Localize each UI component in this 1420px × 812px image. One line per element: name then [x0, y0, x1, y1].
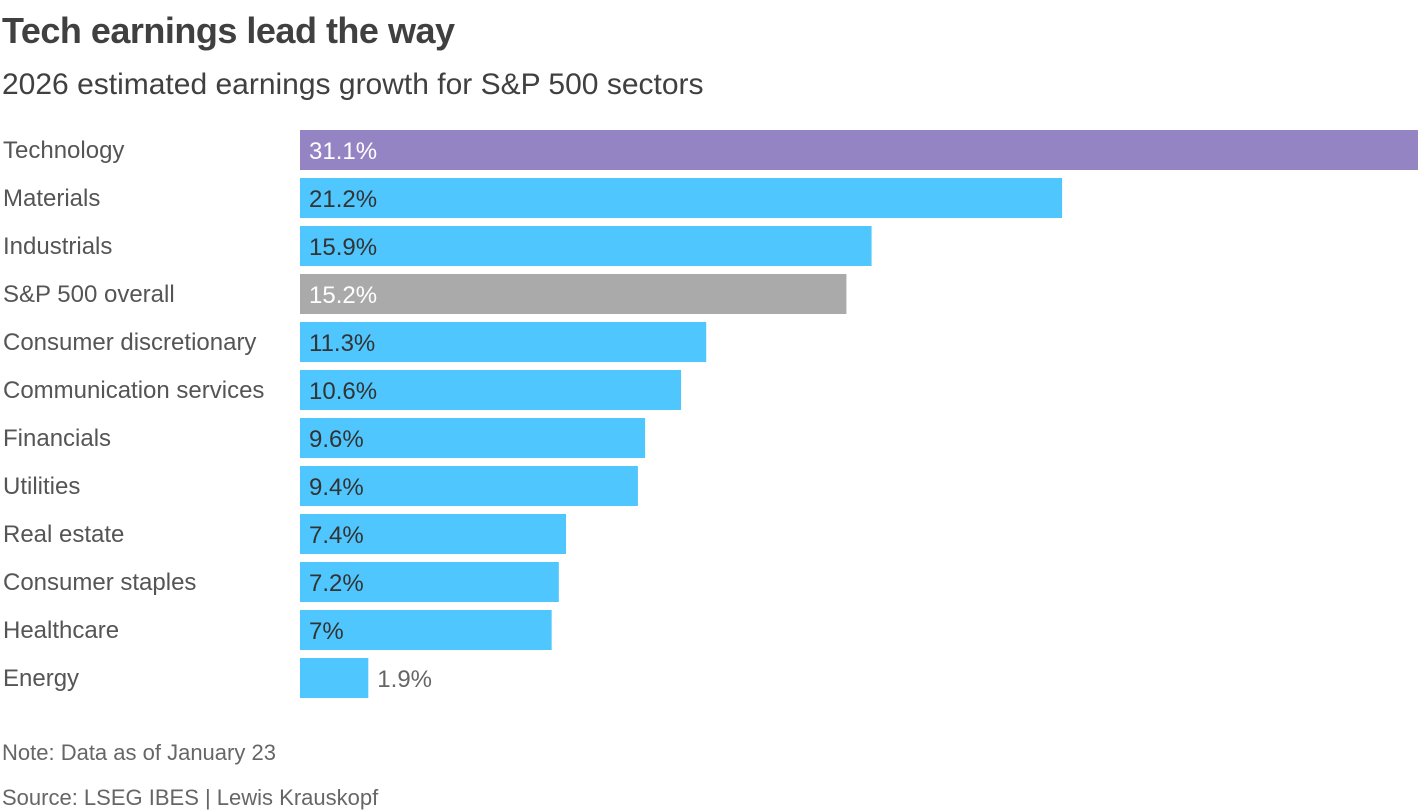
- bar: [300, 226, 872, 266]
- bar: [300, 370, 682, 410]
- bar: [300, 418, 646, 458]
- category-label: Consumer staples: [3, 569, 196, 596]
- value-label: 7.2%: [309, 570, 364, 597]
- value-label: 9.6%: [309, 426, 364, 453]
- category-label: Financials: [3, 425, 111, 452]
- category-label: Energy: [3, 665, 79, 692]
- category-label: Technology: [3, 137, 124, 164]
- category-label: Materials: [3, 185, 100, 212]
- chart-subtitle: 2026 estimated earnings growth for S&P 5…: [2, 68, 704, 101]
- category-label: Industrials: [3, 233, 112, 260]
- value-label: 15.9%: [309, 234, 377, 261]
- value-label: 7.4%: [309, 522, 364, 549]
- category-label: Communication services: [3, 377, 264, 404]
- bar: [300, 514, 567, 554]
- category-label: Real estate: [3, 521, 124, 548]
- bar: [300, 658, 369, 698]
- category-label: Consumer discretionary: [3, 329, 256, 356]
- chart-title: Tech earnings lead the way: [2, 10, 455, 51]
- chart-note: Note: Data as of January 23: [2, 740, 276, 765]
- chart-source: Source: LSEG IBES | Lewis Krauskopf: [2, 785, 379, 810]
- category-label: S&P 500 overall: [3, 281, 175, 308]
- bar: [300, 562, 559, 602]
- bar: [300, 610, 552, 650]
- bar: [300, 130, 1418, 170]
- value-label: 7%: [309, 618, 344, 645]
- value-label: 10.6%: [309, 378, 377, 405]
- bar: [300, 178, 1063, 218]
- bar: [300, 322, 707, 362]
- value-label: 11.3%: [309, 330, 375, 357]
- category-label: Healthcare: [3, 617, 119, 644]
- value-label: 15.2%: [309, 282, 377, 309]
- value-label: 31.1%: [309, 138, 377, 165]
- bar: [300, 274, 847, 314]
- value-label: 9.4%: [309, 474, 364, 501]
- value-label: 1.9%: [377, 666, 432, 693]
- category-label: Utilities: [3, 473, 80, 500]
- value-label: 21.2%: [309, 186, 377, 213]
- bar-chart: Technology 31.1% Materials 21.2% Industrials…: [3, 130, 1418, 698]
- bar: [300, 466, 638, 506]
